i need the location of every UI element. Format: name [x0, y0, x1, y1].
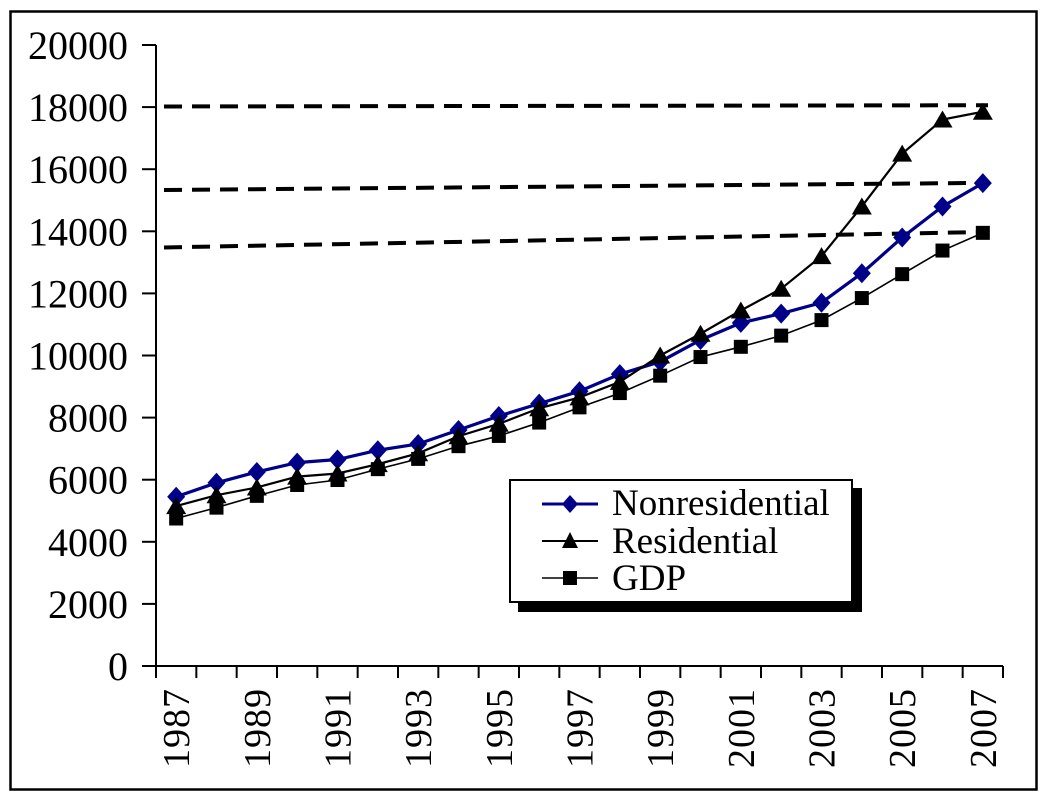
x-tick-label: 1999 — [640, 688, 682, 768]
x-tick-label: 1989 — [237, 688, 279, 768]
x-tick-label: 1995 — [479, 688, 521, 768]
diamond-marker — [328, 449, 347, 470]
diamond-marker — [812, 292, 831, 313]
series-residential — [166, 102, 993, 515]
triangle-marker — [892, 144, 913, 162]
y-tick-label: 16000 — [28, 147, 128, 192]
square-marker — [491, 428, 506, 443]
diamond-marker — [893, 227, 912, 248]
series-line — [175, 181, 984, 499]
legend-label-residential: Residential — [612, 520, 779, 562]
y-tick-label: 2000 — [48, 582, 128, 627]
y-tick-label: 0 — [108, 644, 128, 689]
y-tick-label: 10000 — [28, 334, 128, 379]
square-marker — [612, 386, 627, 401]
square-marker — [532, 415, 547, 430]
gdp-square-icon — [542, 571, 598, 586]
square-marker — [451, 439, 466, 454]
y-tick-label: 14000 — [28, 209, 128, 254]
dashed-reference-line — [163, 103, 989, 109]
x-tick-label: 1991 — [318, 688, 360, 768]
square-marker — [975, 225, 990, 240]
square-marker — [733, 339, 748, 354]
residential-triangle-icon — [542, 532, 598, 548]
x-axis-ticks: 1987 1989 1991 1993 1995 1997 1999 2001 2003 2005… — [155, 666, 1005, 768]
diamond-marker — [167, 486, 186, 507]
dashed-reference-line — [163, 180, 989, 193]
diamond-marker — [207, 472, 226, 493]
diamond-marker — [368, 440, 387, 461]
legend-label-nonresidential: Nonresidential — [612, 483, 830, 525]
triangle-marker — [650, 346, 671, 364]
legend-item-residential: Residential — [541, 523, 851, 560]
nonresidential-diamond-icon — [542, 494, 598, 513]
legend: Nonresidential Residential GDP — [509, 479, 853, 603]
y-axis-ticks: 0 2000 4000 6000 8000 10000 12000 14000 16000 180… — [28, 23, 156, 689]
square-marker — [370, 462, 385, 477]
diamond-marker — [772, 303, 791, 324]
triangle-marker — [730, 301, 751, 319]
triangle-marker — [690, 324, 711, 342]
series-line — [175, 110, 984, 508]
y-tick-label: 4000 — [48, 520, 128, 565]
triangle-marker — [166, 497, 187, 515]
x-tick-label: 1993 — [398, 688, 440, 768]
triangle-marker — [609, 372, 630, 390]
diamond-marker — [288, 452, 307, 473]
legend-label-gdp: GDP — [612, 557, 687, 599]
y-tick-label: 8000 — [48, 396, 128, 441]
reference-lines — [163, 103, 989, 250]
legend-item-nonresidential: Nonresidential — [541, 485, 851, 522]
diamond-marker — [409, 433, 428, 454]
triangle-marker — [206, 486, 227, 504]
dashed-reference-line — [163, 229, 989, 250]
y-tick-label: 20000 — [28, 23, 128, 68]
triangle-marker — [529, 399, 550, 417]
triangle-marker — [811, 247, 832, 265]
x-tick-label: 1987 — [156, 688, 198, 768]
x-tick-label: 1997 — [560, 688, 602, 768]
y-tick-label: 6000 — [48, 458, 128, 503]
triangle-marker — [972, 102, 993, 120]
square-marker — [895, 267, 910, 282]
square-marker — [653, 368, 668, 383]
square-marker — [572, 400, 587, 415]
diamond-marker — [973, 173, 992, 194]
triangle-marker — [771, 279, 792, 297]
y-tick-label: 18000 — [28, 85, 128, 130]
square-marker — [209, 500, 224, 515]
square-marker — [693, 350, 708, 365]
diamond-marker — [933, 196, 952, 217]
square-marker — [935, 243, 950, 258]
square-marker — [774, 328, 789, 343]
square-marker — [330, 473, 345, 488]
diamond-marker — [852, 263, 871, 284]
series-gdp — [169, 225, 990, 526]
x-tick-label: 2001 — [721, 688, 763, 768]
series-nonresidential — [167, 173, 992, 507]
legend-item-gdp: GDP — [541, 560, 851, 597]
y-tick-label: 12000 — [28, 271, 128, 316]
square-marker — [249, 488, 264, 503]
x-tick-label: 2007 — [963, 688, 1005, 768]
diamond-marker — [247, 461, 266, 482]
triangle-marker — [488, 414, 509, 432]
square-marker — [814, 313, 829, 328]
triangle-marker — [932, 110, 953, 128]
triangle-marker — [851, 197, 872, 215]
square-marker — [290, 477, 305, 492]
square-marker — [854, 291, 869, 306]
x-tick-label: 2003 — [802, 688, 844, 768]
x-tick-label: 2005 — [882, 688, 924, 768]
figure-border — [9, 10, 1038, 791]
square-marker — [411, 451, 426, 466]
square-marker — [169, 511, 184, 526]
